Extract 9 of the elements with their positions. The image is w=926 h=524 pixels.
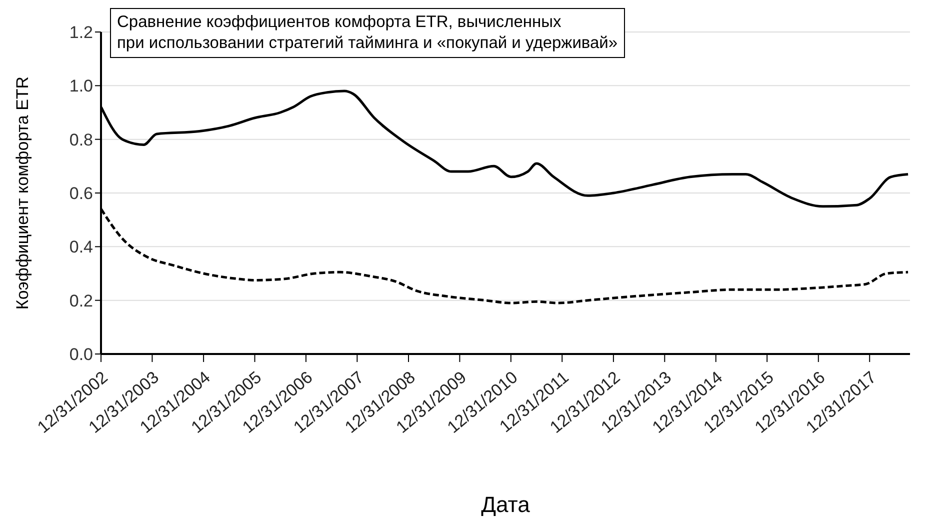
chart-title: Сравнение коэффициентов комфорта ETR, вычисленных при использовании стратегий тайминга и «покупай и удерживай» xyxy=(117,12,618,54)
y-tick-label: 1.2 xyxy=(69,23,93,42)
y-tick-label: 0.8 xyxy=(69,130,93,150)
y-tick-label: 0.6 xyxy=(69,184,93,204)
y-axis-title: Коэффициент комфорта ETR xyxy=(13,76,32,310)
y-tick-label: 0.0 xyxy=(69,345,93,364)
y-tick-label: 0.4 xyxy=(69,238,93,257)
y-tick-label: 0.2 xyxy=(69,291,93,310)
y-tick-label: 1.0 xyxy=(69,76,93,96)
